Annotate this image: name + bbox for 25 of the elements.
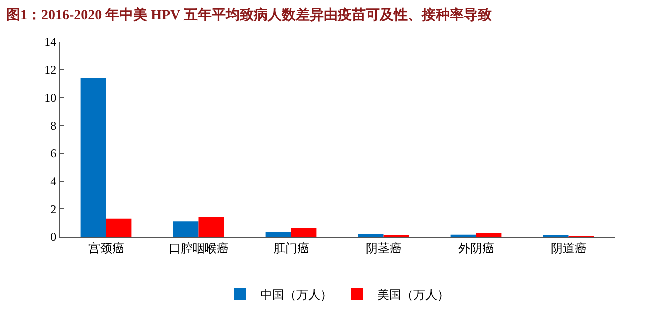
x-tick-label: 外阴癌 (458, 241, 494, 256)
bar (291, 228, 317, 237)
x-tick-label: 口腔咽喉癌 (168, 241, 229, 256)
x-tick-label: 肛门癌 (273, 241, 310, 256)
y-tick-label: 0 (50, 230, 57, 244)
y-tick-label: 8 (50, 118, 57, 133)
y-tick-label: 12 (44, 63, 57, 78)
y-tick-label: 10 (44, 90, 57, 105)
bar (476, 234, 502, 237)
y-tick-label: 2 (50, 202, 57, 216)
bar (80, 78, 106, 237)
x-tick-label: 阴茎癌 (366, 241, 402, 256)
bar (358, 234, 384, 237)
bar (173, 222, 199, 237)
y-tick-label: 4 (50, 174, 57, 188)
bar (266, 232, 292, 237)
x-tick-label: 阴道癌 (550, 241, 587, 256)
legend-label: 美国（万人） (378, 288, 450, 302)
bar (198, 218, 224, 237)
y-tick-label: 6 (50, 146, 57, 161)
x-tick-label: 宫颈癌 (88, 241, 124, 256)
legend-label: 中国（万人） (260, 288, 332, 302)
y-tick-label: 14 (44, 35, 57, 50)
bar (106, 218, 132, 237)
chart-title: 图1：2016-2020 年中美 HPV 五年平均致病人数差异由疫苗可及性、接种率导致 (6, 6, 492, 24)
